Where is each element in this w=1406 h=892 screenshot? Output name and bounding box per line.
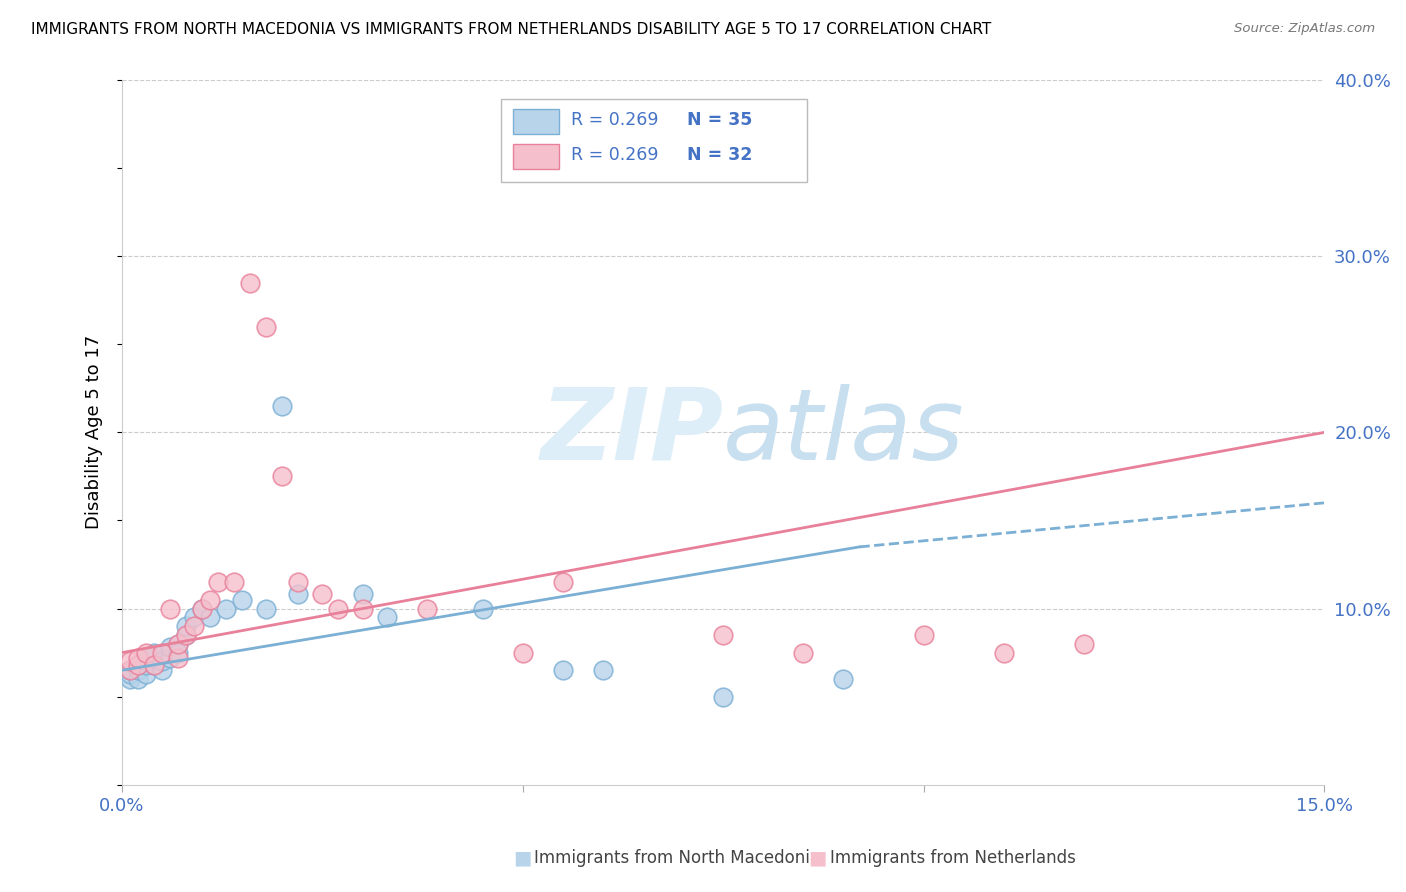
Point [415, 601, 437, 615]
Text: N = 32: N = 32 [688, 146, 752, 164]
Point [1073, 637, 1095, 651]
Point [592, 161, 614, 175]
Point [328, 601, 350, 615]
Point [993, 646, 1015, 660]
Point [135, 666, 157, 681]
Point [551, 663, 574, 677]
Point [120, 663, 142, 677]
Point [375, 610, 398, 624]
Point [127, 651, 149, 665]
Point [135, 646, 157, 660]
Text: R = 0.269: R = 0.269 [571, 146, 658, 164]
Point [159, 601, 181, 615]
Point [183, 610, 205, 624]
Point [311, 587, 333, 601]
Point [183, 619, 205, 633]
Text: ■: ■ [808, 848, 827, 868]
Point [512, 646, 534, 660]
Point [127, 657, 149, 672]
Text: R = 0.269: R = 0.269 [571, 112, 658, 129]
Point [127, 672, 149, 686]
Text: atlas: atlas [723, 384, 965, 481]
Point [167, 637, 190, 651]
Text: Immigrants from Netherlands: Immigrants from Netherlands [830, 849, 1076, 867]
Text: Source: ZipAtlas.com: Source: ZipAtlas.com [1234, 22, 1375, 36]
Point [352, 587, 374, 601]
Point [792, 646, 814, 660]
Point [271, 399, 294, 413]
Point [191, 601, 214, 615]
Text: ZIP: ZIP [540, 384, 723, 481]
Point [150, 663, 173, 677]
Point [287, 587, 309, 601]
Point [143, 651, 166, 665]
Point [254, 601, 277, 615]
Point [159, 651, 181, 665]
Point [352, 601, 374, 615]
Text: Immigrants from North Macedonia: Immigrants from North Macedonia [534, 849, 820, 867]
Point [191, 601, 214, 615]
Point [135, 657, 157, 672]
Text: ■: ■ [513, 848, 531, 868]
Point [143, 657, 166, 672]
Point [143, 646, 166, 660]
Point [551, 575, 574, 590]
Point [150, 646, 173, 660]
Point [711, 690, 734, 704]
Point [592, 663, 614, 677]
Point [254, 319, 277, 334]
Point [231, 592, 253, 607]
Point [150, 655, 173, 669]
Point [200, 592, 222, 607]
Point [120, 672, 142, 686]
Point [207, 575, 229, 590]
Point [287, 575, 309, 590]
Text: N = 35: N = 35 [688, 112, 752, 129]
FancyBboxPatch shape [501, 99, 807, 182]
Point [135, 655, 157, 669]
Point [159, 640, 181, 655]
Point [215, 601, 238, 615]
Point [120, 663, 142, 677]
Point [143, 657, 166, 672]
Point [912, 628, 935, 642]
Point [167, 646, 190, 660]
Point [711, 628, 734, 642]
Point [471, 601, 494, 615]
Point [832, 672, 855, 686]
Point [224, 575, 246, 590]
Y-axis label: Disability Age 5 to 17: Disability Age 5 to 17 [86, 335, 103, 530]
Point [174, 619, 197, 633]
Point [174, 628, 197, 642]
Point [239, 276, 262, 290]
Point [120, 655, 142, 669]
Point [127, 663, 149, 677]
Point [120, 666, 142, 681]
Text: IMMIGRANTS FROM NORTH MACEDONIA VS IMMIGRANTS FROM NETHERLANDS DISABILITY AGE 5 : IMMIGRANTS FROM NORTH MACEDONIA VS IMMIG… [31, 22, 991, 37]
FancyBboxPatch shape [513, 109, 558, 135]
Point [167, 637, 190, 651]
Point [127, 657, 149, 672]
FancyBboxPatch shape [513, 145, 558, 169]
Point [167, 651, 190, 665]
Point [271, 469, 294, 483]
Point [174, 628, 197, 642]
Point [200, 610, 222, 624]
